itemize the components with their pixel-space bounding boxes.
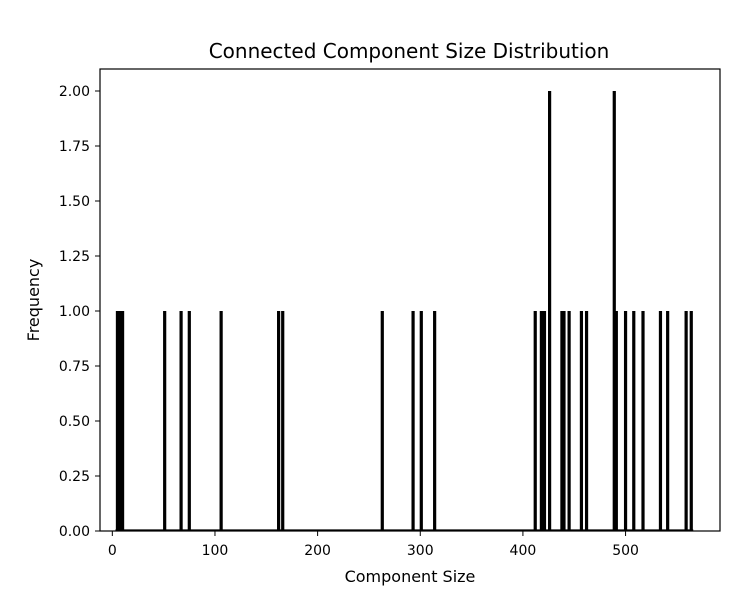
x-axis-ticks: 0 100 200 300 400 500 (108, 531, 639, 559)
plot-frame (99, 68, 721, 532)
x-tick-label: 100 (202, 543, 229, 559)
x-tick-label: 200 (304, 543, 331, 559)
histogram-bar (548, 91, 552, 531)
histogram-bar (433, 311, 437, 531)
histogram-bar (614, 311, 618, 531)
histogram-bar (612, 91, 616, 531)
x-tick-label: 500 (612, 543, 639, 559)
histogram-bar (281, 311, 285, 531)
histogram-bar (163, 311, 167, 531)
histogram-bar (632, 311, 636, 531)
y-tick-label: 0.75 (59, 359, 90, 375)
y-tick-label: 1.75 (59, 139, 90, 155)
histogram-bar (277, 311, 281, 531)
y-axis-ticks: 0.00 0.25 0.50 0.75 1.00 1.25 1.50 1.75 2.00 (59, 84, 100, 540)
y-axis-label: Frequency (24, 259, 43, 342)
histogram-bar (533, 311, 537, 531)
histogram-bar (120, 311, 125, 531)
histogram-bar (584, 311, 589, 531)
histogram-bar (641, 311, 645, 531)
histogram-bar (187, 311, 191, 531)
histogram-bar (419, 311, 423, 531)
y-tick-label: 1.25 (59, 249, 90, 265)
histogram-bar (562, 311, 566, 531)
bars-group (115, 91, 693, 531)
histogram-bar (115, 311, 120, 531)
chart-title: Connected Component Size Distribution (209, 39, 610, 63)
y-tick-label: 2.00 (59, 84, 90, 100)
x-tick-label: 400 (510, 543, 537, 559)
histogram-bar (658, 311, 663, 531)
y-tick-label: 1.50 (59, 194, 90, 210)
histogram-bar (560, 311, 564, 531)
histogram-bar (689, 311, 693, 531)
histogram-bar (567, 311, 571, 531)
histogram-bar (542, 311, 547, 531)
x-axis-label: Component Size (345, 567, 476, 586)
y-tick-label: 0.50 (59, 414, 90, 430)
histogram-bar (579, 311, 584, 531)
y-tick-label: 0.25 (59, 469, 90, 485)
histogram-bar (684, 311, 688, 531)
x-tick-label: 0 (108, 543, 117, 559)
x-tick-label: 300 (407, 543, 434, 559)
y-tick-label: 0.00 (59, 524, 90, 540)
histogram-bar (118, 311, 123, 531)
histogram-bar (666, 311, 670, 531)
histogram-bar (219, 311, 223, 531)
y-tick-label: 1.00 (59, 304, 90, 320)
histogram-bar (623, 311, 628, 531)
histogram-bar (539, 311, 543, 531)
histogram-bar (380, 311, 384, 531)
histogram-bar (411, 311, 415, 531)
histogram-bar (179, 311, 183, 531)
